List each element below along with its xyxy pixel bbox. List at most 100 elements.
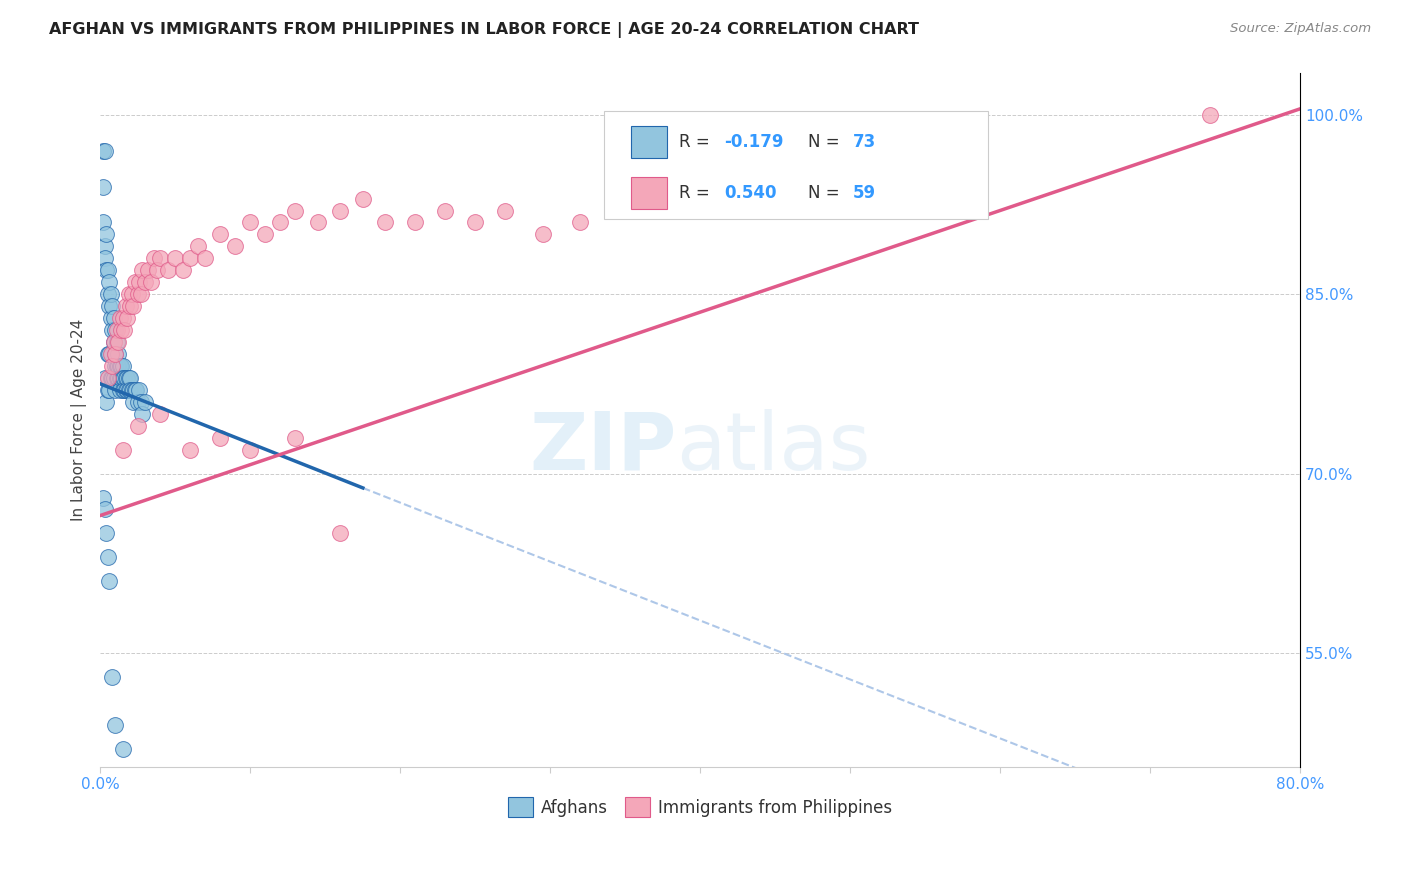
Text: 73: 73 [852, 133, 876, 151]
Point [117, 371, 139, 385]
Point [94, 144, 117, 158]
Point [179, 252, 201, 266]
Point [110, 359, 132, 373]
Point [117, 383, 139, 397]
Point [108, 383, 131, 397]
Point [128, 383, 150, 397]
Point [434, 203, 457, 218]
Point [104, 323, 127, 337]
Point [146, 263, 169, 277]
Point [94, 252, 117, 266]
Point [124, 275, 146, 289]
Point [194, 252, 217, 266]
Point [141, 275, 163, 289]
Point [115, 299, 138, 313]
Point [352, 192, 374, 206]
Bar [631, 178, 666, 209]
Point [122, 394, 145, 409]
Point [118, 371, 141, 385]
Point [118, 383, 141, 397]
Point [104, 717, 127, 731]
Point [254, 227, 277, 242]
Point [105, 323, 128, 337]
Point [128, 275, 150, 289]
Point [96, 394, 118, 409]
Point [117, 311, 139, 326]
Point [149, 407, 172, 421]
Point [111, 741, 134, 756]
Point [98, 347, 121, 361]
Point [94, 502, 117, 516]
Point [100, 311, 122, 326]
Point [97, 371, 120, 385]
Point [209, 227, 232, 242]
Point [124, 383, 146, 397]
Point [101, 299, 124, 313]
Point [239, 215, 262, 229]
Point [100, 371, 122, 385]
FancyBboxPatch shape [605, 112, 988, 219]
Point [110, 323, 132, 337]
Bar [631, 127, 666, 158]
Point [111, 371, 134, 385]
Point [122, 383, 145, 397]
Point [531, 227, 554, 242]
Point [101, 670, 124, 684]
Point [111, 311, 134, 326]
Point [120, 299, 142, 313]
Point [127, 418, 149, 433]
Point [404, 215, 426, 229]
Point [98, 383, 121, 397]
Point [94, 371, 117, 385]
Point [93, 179, 115, 194]
Point [108, 359, 131, 373]
Point [97, 263, 120, 277]
Point [165, 252, 187, 266]
Point [187, 239, 209, 253]
Point [107, 334, 129, 349]
Point [209, 431, 232, 445]
Point [93, 215, 115, 229]
Point [284, 431, 307, 445]
Point [97, 347, 120, 361]
Point [112, 383, 135, 397]
Text: Source: ZipAtlas.com: Source: ZipAtlas.com [1230, 22, 1371, 36]
Point [103, 334, 125, 349]
Point [107, 347, 129, 361]
Point [104, 383, 127, 397]
Point [103, 334, 125, 349]
Point [121, 383, 143, 397]
Point [111, 383, 134, 397]
Point [98, 299, 121, 313]
Legend: Afghans, Immigrants from Philippines: Afghans, Immigrants from Philippines [502, 790, 898, 824]
Point [269, 215, 291, 229]
Point [104, 347, 127, 361]
Text: ZIP: ZIP [529, 409, 676, 486]
Point [103, 371, 125, 385]
Point [131, 407, 153, 421]
Point [94, 239, 117, 253]
Point [101, 371, 124, 385]
Point [111, 442, 134, 457]
Point [115, 371, 138, 385]
Text: atlas: atlas [676, 409, 870, 486]
Point [107, 371, 129, 385]
Point [108, 311, 131, 326]
Point [179, 442, 201, 457]
Point [110, 371, 132, 385]
Point [96, 263, 118, 277]
Point [569, 215, 592, 229]
Point [121, 287, 143, 301]
Point [143, 252, 166, 266]
Point [115, 383, 138, 397]
Point [138, 263, 160, 277]
Point [329, 203, 352, 218]
Point [112, 323, 135, 337]
Point [120, 371, 142, 385]
Text: 59: 59 [852, 184, 876, 202]
Point [100, 347, 122, 361]
Y-axis label: In Labor Force | Age 20-24: In Labor Force | Age 20-24 [72, 318, 87, 521]
Point [104, 359, 127, 373]
Point [108, 371, 131, 385]
Point [125, 383, 148, 397]
